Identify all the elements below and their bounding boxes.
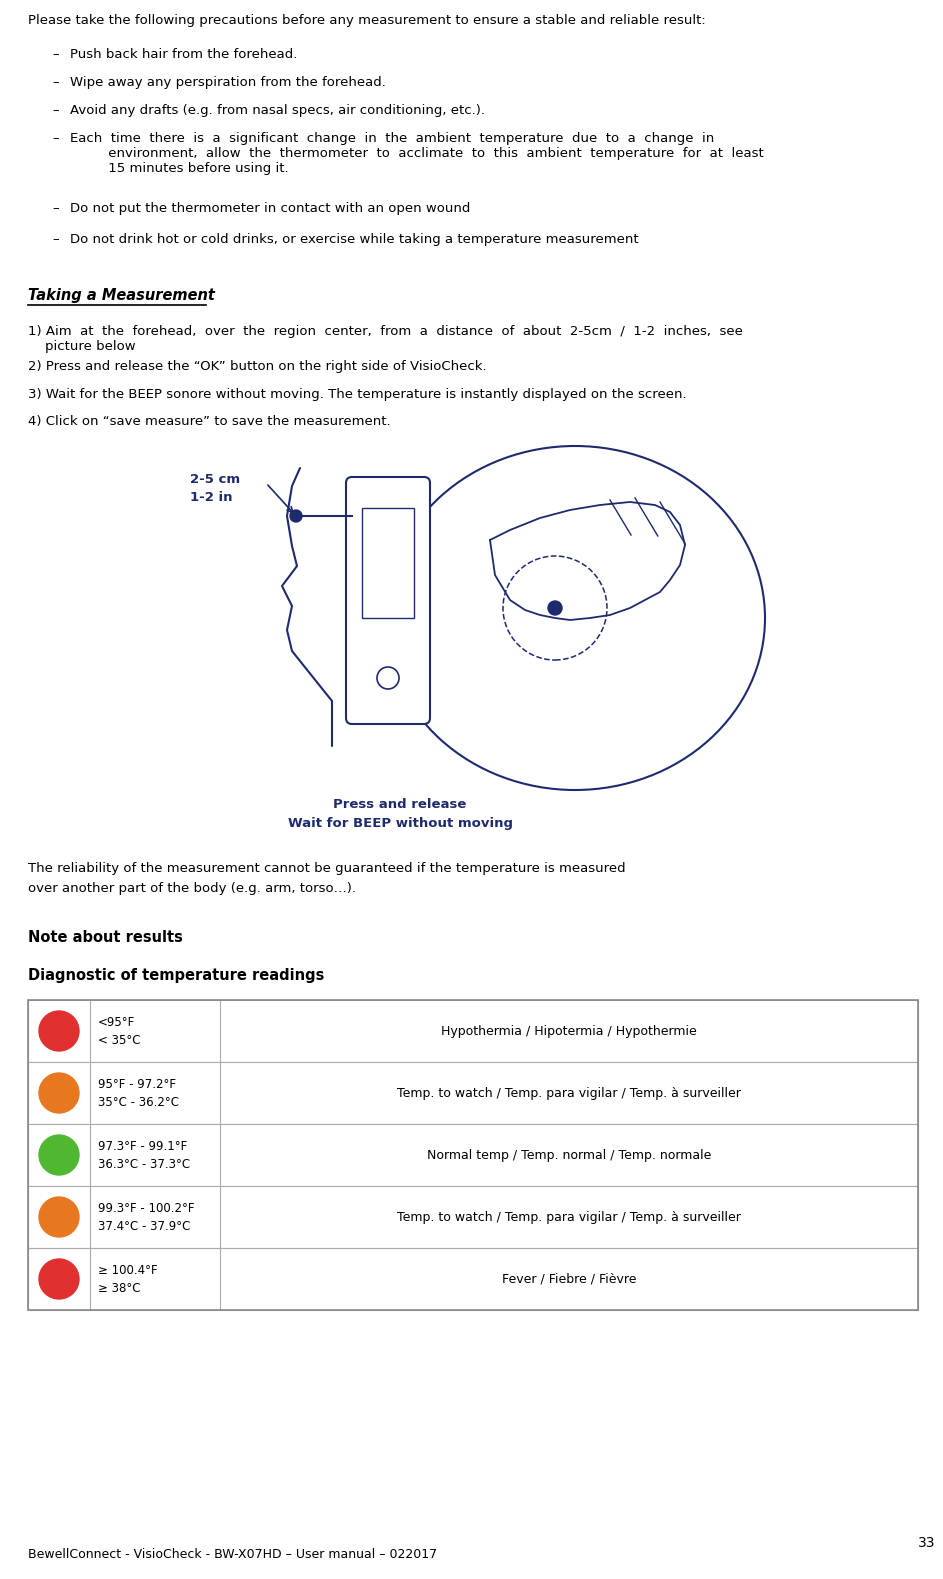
Text: Do not put the thermometer in contact with an open wound: Do not put the thermometer in contact wi… — [70, 202, 471, 215]
Ellipse shape — [385, 445, 765, 790]
Text: Avoid any drafts (e.g. from nasal specs, air conditioning, etc.).: Avoid any drafts (e.g. from nasal specs,… — [70, 104, 485, 117]
Text: –: – — [52, 76, 58, 88]
Text: Do not drink hot or cold drinks, or exercise while taking a temperature measurem: Do not drink hot or cold drinks, or exer… — [70, 234, 638, 246]
Text: Press and release: Press and release — [333, 797, 467, 812]
Text: Wipe away any perspiration from the forehead.: Wipe away any perspiration from the fore… — [70, 76, 386, 88]
Text: –: – — [52, 234, 58, 246]
Bar — [28, 1124, 918, 1186]
Text: 3) Wait for the BEEP sonore without moving. The temperature is instantly display: 3) Wait for the BEEP sonore without movi… — [28, 388, 687, 401]
Bar — [28, 1186, 918, 1247]
Text: Each  time  there  is  a  significant  change  in  the  ambient  temperature  du: Each time there is a significant change … — [70, 133, 764, 175]
Text: <95°F: <95°F — [98, 1015, 135, 1030]
Circle shape — [39, 1074, 79, 1113]
Text: Temp. to watch / Temp. para vigilar / Temp. à surveiller: Temp. to watch / Temp. para vigilar / Te… — [397, 1086, 741, 1099]
Circle shape — [548, 602, 562, 614]
Circle shape — [377, 666, 399, 688]
Text: 95°F - 97.2°F: 95°F - 97.2°F — [98, 1078, 176, 1091]
Text: –: – — [52, 133, 58, 145]
Bar — [28, 1063, 918, 1124]
Bar — [362, 508, 414, 617]
Text: BewellConnect - VisioCheck - BW-X07HD – User manual – 022017: BewellConnect - VisioCheck - BW-X07HD – … — [28, 1547, 438, 1562]
Text: –: – — [52, 202, 58, 215]
Text: 36.3°C - 37.3°C: 36.3°C - 37.3°C — [98, 1157, 190, 1172]
Text: –: – — [52, 104, 58, 117]
Circle shape — [39, 1135, 79, 1175]
Bar — [28, 1247, 918, 1311]
Text: 33: 33 — [918, 1536, 935, 1551]
Text: 99.3°F - 100.2°F: 99.3°F - 100.2°F — [98, 1202, 194, 1214]
Text: 2-5 cm: 2-5 cm — [190, 474, 240, 486]
Text: 1) Aim  at  the  forehead,  over  the  region  center,  from  a  distance  of  a: 1) Aim at the forehead, over the region … — [28, 325, 743, 354]
Text: Fever / Fiebre / Fièvre: Fever / Fiebre / Fièvre — [502, 1273, 637, 1285]
Text: Hypothermia / Hipotermia / Hypothermie: Hypothermia / Hipotermia / Hypothermie — [441, 1025, 697, 1037]
Text: 37.4°C - 37.9°C: 37.4°C - 37.9°C — [98, 1221, 190, 1233]
Text: Push back hair from the forehead.: Push back hair from the forehead. — [70, 47, 297, 62]
Bar — [28, 1000, 918, 1063]
Bar — [28, 1000, 918, 1311]
Text: 2) Press and release the “OK” button on the right side of VisioCheck.: 2) Press and release the “OK” button on … — [28, 360, 487, 373]
Text: 97.3°F - 99.1°F: 97.3°F - 99.1°F — [98, 1140, 188, 1153]
Text: < 35°C: < 35°C — [98, 1034, 141, 1047]
Text: ≥ 38°C: ≥ 38°C — [98, 1282, 141, 1295]
Text: Please take the following precautions before any measurement to ensure a stable : Please take the following precautions be… — [28, 14, 705, 27]
Text: 4) Click on “save measure” to save the measurement.: 4) Click on “save measure” to save the m… — [28, 415, 390, 428]
Text: The reliability of the measurement cannot be guaranteed if the temperature is me: The reliability of the measurement canno… — [28, 862, 625, 875]
Circle shape — [39, 1258, 79, 1300]
FancyBboxPatch shape — [346, 477, 430, 725]
Text: Normal temp / Temp. normal / Temp. normale: Normal temp / Temp. normal / Temp. norma… — [427, 1148, 711, 1162]
Circle shape — [290, 510, 302, 523]
Text: Temp. to watch / Temp. para vigilar / Temp. à surveiller: Temp. to watch / Temp. para vigilar / Te… — [397, 1211, 741, 1224]
Text: 35°C - 36.2°C: 35°C - 36.2°C — [98, 1096, 179, 1108]
Text: Wait for BEEP without moving: Wait for BEEP without moving — [288, 816, 512, 831]
Text: ≥ 100.4°F: ≥ 100.4°F — [98, 1265, 157, 1277]
Text: 1-2 in: 1-2 in — [190, 491, 233, 504]
Circle shape — [39, 1011, 79, 1052]
Text: over another part of the body (e.g. arm, torso…).: over another part of the body (e.g. arm,… — [28, 883, 356, 895]
Text: –: – — [52, 47, 58, 62]
Text: Note about results: Note about results — [28, 930, 183, 944]
Text: Taking a Measurement: Taking a Measurement — [28, 287, 215, 303]
Circle shape — [39, 1197, 79, 1236]
Text: Diagnostic of temperature readings: Diagnostic of temperature readings — [28, 968, 324, 984]
